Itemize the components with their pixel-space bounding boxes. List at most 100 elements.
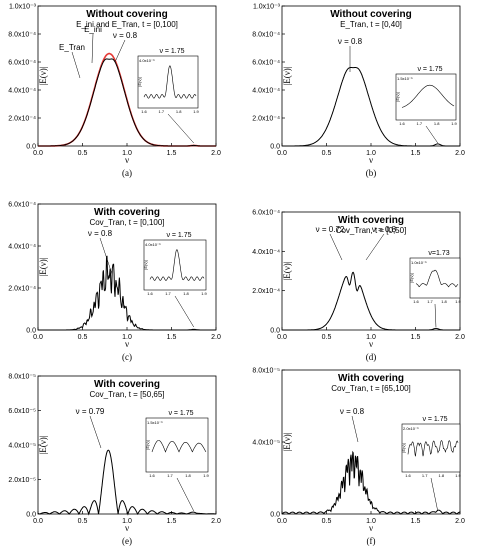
y-tick-label: 4.0x10⁻⁵ (252, 440, 280, 447)
y-axis-label: |E(ν)| (282, 66, 292, 85)
x-tick-label: 1.5 (167, 150, 177, 157)
inset-annotation: ν = 1.75 (166, 232, 191, 239)
x-tick-label: 0.0 (277, 518, 287, 525)
inset-x-tick-label: 1.9 (455, 299, 461, 304)
inset-x-tick-label: 1.9 (455, 473, 461, 478)
y-tick-label: 6.0x10⁻⁴ (252, 210, 280, 217)
x-axis-label: ν (369, 155, 373, 165)
chart-subtitle: Cov_Tran, t = [65,100] (331, 384, 411, 393)
chart-subtitle: E_ini and E_Tran, t = [0,100] (76, 20, 178, 29)
y-tick-label: 0.0 (26, 512, 36, 519)
y-tick-label: 0.0 (270, 144, 280, 151)
inset-x-tick-label: 1.8 (176, 109, 182, 114)
inset-connector-line (434, 303, 437, 328)
y-tick-label: 8.0x10⁻⁵ (8, 374, 36, 381)
inset-y-axis-label: |E(ν)| (401, 443, 406, 452)
x-axis-label: ν (369, 339, 373, 349)
inset-y-axis-label: |E(ν)| (143, 260, 148, 269)
x-tick-label: 2.0 (455, 334, 465, 341)
inset-x-tick-label: 1.8 (183, 291, 189, 296)
panel-letter: (b) (366, 168, 377, 178)
x-tick-label: 0.0 (277, 334, 287, 341)
inset-plot: 1.5x10⁻⁵ |E(ν)| 1.6 1.7 1.8 1.9 ν = 1.75 (395, 66, 458, 126)
y-tick-label: 8.0x10⁻⁴ (252, 32, 280, 39)
y-axis-label: |E(ν)| (282, 432, 292, 451)
panel-letter: (a) (122, 168, 132, 178)
inset-x-tick-label: 1.6 (405, 473, 411, 478)
inset-x-tick-label: 1.7 (167, 473, 173, 478)
panel-letter: (c) (122, 352, 132, 362)
inset-frame (409, 257, 461, 299)
inset-x-tick-label: 1.8 (185, 473, 191, 478)
y-tick-label: 0.0 (270, 328, 280, 335)
x-tick-label: 1.5 (167, 334, 177, 341)
x-tick-label: 0.5 (78, 518, 88, 525)
y-tick-label: 4.0x10⁻⁴ (8, 244, 36, 251)
inset-x-tick-label: 1.7 (159, 109, 165, 114)
annotation-pointer (99, 237, 113, 275)
series-line-cov-tran (282, 271, 460, 331)
inset-annotation: ν=1.73 (428, 250, 449, 257)
chart-title: Without covering (330, 9, 412, 20)
y-tick-label: 2.0x10⁻⁴ (252, 288, 280, 295)
x-tick-label: 1.5 (411, 334, 421, 341)
peak-annotation: E_Tran (59, 43, 85, 52)
inset-x-tick-label: 1.7 (417, 121, 423, 126)
annotation-pointer (71, 51, 81, 79)
panel-letter: (f) (367, 536, 376, 546)
annotation-pointer (351, 415, 359, 443)
inset-y-axis-label: |E(ν)| (145, 440, 150, 449)
peak-annotation: ν = 0.8 (372, 225, 397, 234)
annotation-pointer (89, 415, 102, 449)
y-tick-label: 6.0x10⁻⁴ (8, 202, 36, 209)
inset-plot: 4.0x10⁻⁶ |E(ν)| 1.6 1.7 1.8 1.9 ν = 1.75 (137, 48, 200, 114)
inset-y-axis-label: |E(ν)| (409, 273, 414, 282)
chart-subtitle: Cov_Tran, t = [50,65] (89, 390, 164, 399)
y-tick-label: 6.0x10⁻⁵ (8, 408, 36, 415)
inset-y-tick-label: 4.0x10⁻⁶ (145, 242, 161, 247)
inset-plot: 1.5x10⁻⁶ |E(ν)| 1.6 1.7 1.8 1.9 ν = 1.75 (145, 410, 210, 478)
series-line-cov-tran (281, 450, 460, 515)
inset-frame (137, 55, 199, 109)
y-tick-label: 4.0x10⁻⁵ (8, 443, 36, 450)
x-tick-label: 1.0 (122, 334, 132, 341)
x-tick-label: 2.0 (211, 518, 221, 525)
x-tick-label: 1.0 (366, 518, 376, 525)
x-tick-label: 0.5 (78, 334, 88, 341)
x-tick-label: 0.0 (277, 150, 287, 157)
annotation-pointer (329, 233, 343, 261)
peak-annotation: ν = 0.8 (113, 31, 138, 40)
panel-letter: (e) (122, 536, 132, 546)
x-tick-label: 0.5 (78, 150, 88, 157)
y-tick-label: 4.0x10⁻⁴ (252, 249, 280, 256)
x-tick-label: 1.0 (122, 518, 132, 525)
inset-plot: 2.0x10⁻⁶ |E(ν)| 1.6 1.7 1.8 1.9 ν = 1.75 (401, 416, 462, 478)
inset-x-tick-label: 1.8 (441, 299, 447, 304)
x-tick-label: 0.0 (33, 334, 43, 341)
y-tick-label: 2.0x10⁻⁴ (8, 116, 36, 123)
series-line-e-tran (38, 58, 216, 147)
inset-connector-line (167, 113, 194, 144)
x-tick-label: 0.5 (322, 334, 332, 341)
chart-title: With covering (94, 207, 160, 218)
x-tick-label: 2.0 (455, 150, 465, 157)
peak-annotation: ν = 0.8 (88, 229, 113, 238)
inset-frame (401, 423, 461, 473)
x-tick-label: 1.5 (167, 518, 177, 525)
peak-annotation: ν = 0.8 (338, 37, 363, 46)
annotation-pointer (365, 233, 385, 261)
x-tick-label: 1.0 (366, 150, 376, 157)
x-tick-label: 2.0 (455, 518, 465, 525)
peak-annotation: E_ini (84, 25, 102, 34)
chart-subtitle: Cov_Tran, t = [0,50] (336, 226, 407, 235)
inset-x-tick-label: 1.9 (201, 291, 207, 296)
inset-connector-line (430, 477, 438, 512)
y-axis-label: |E(ν)| (38, 435, 48, 454)
y-tick-label: 2.0x10⁻⁴ (252, 116, 280, 123)
x-tick-label: 1.0 (366, 334, 376, 341)
peak-annotation: ν = 0.72 (316, 225, 345, 234)
inset-frame (143, 239, 207, 291)
